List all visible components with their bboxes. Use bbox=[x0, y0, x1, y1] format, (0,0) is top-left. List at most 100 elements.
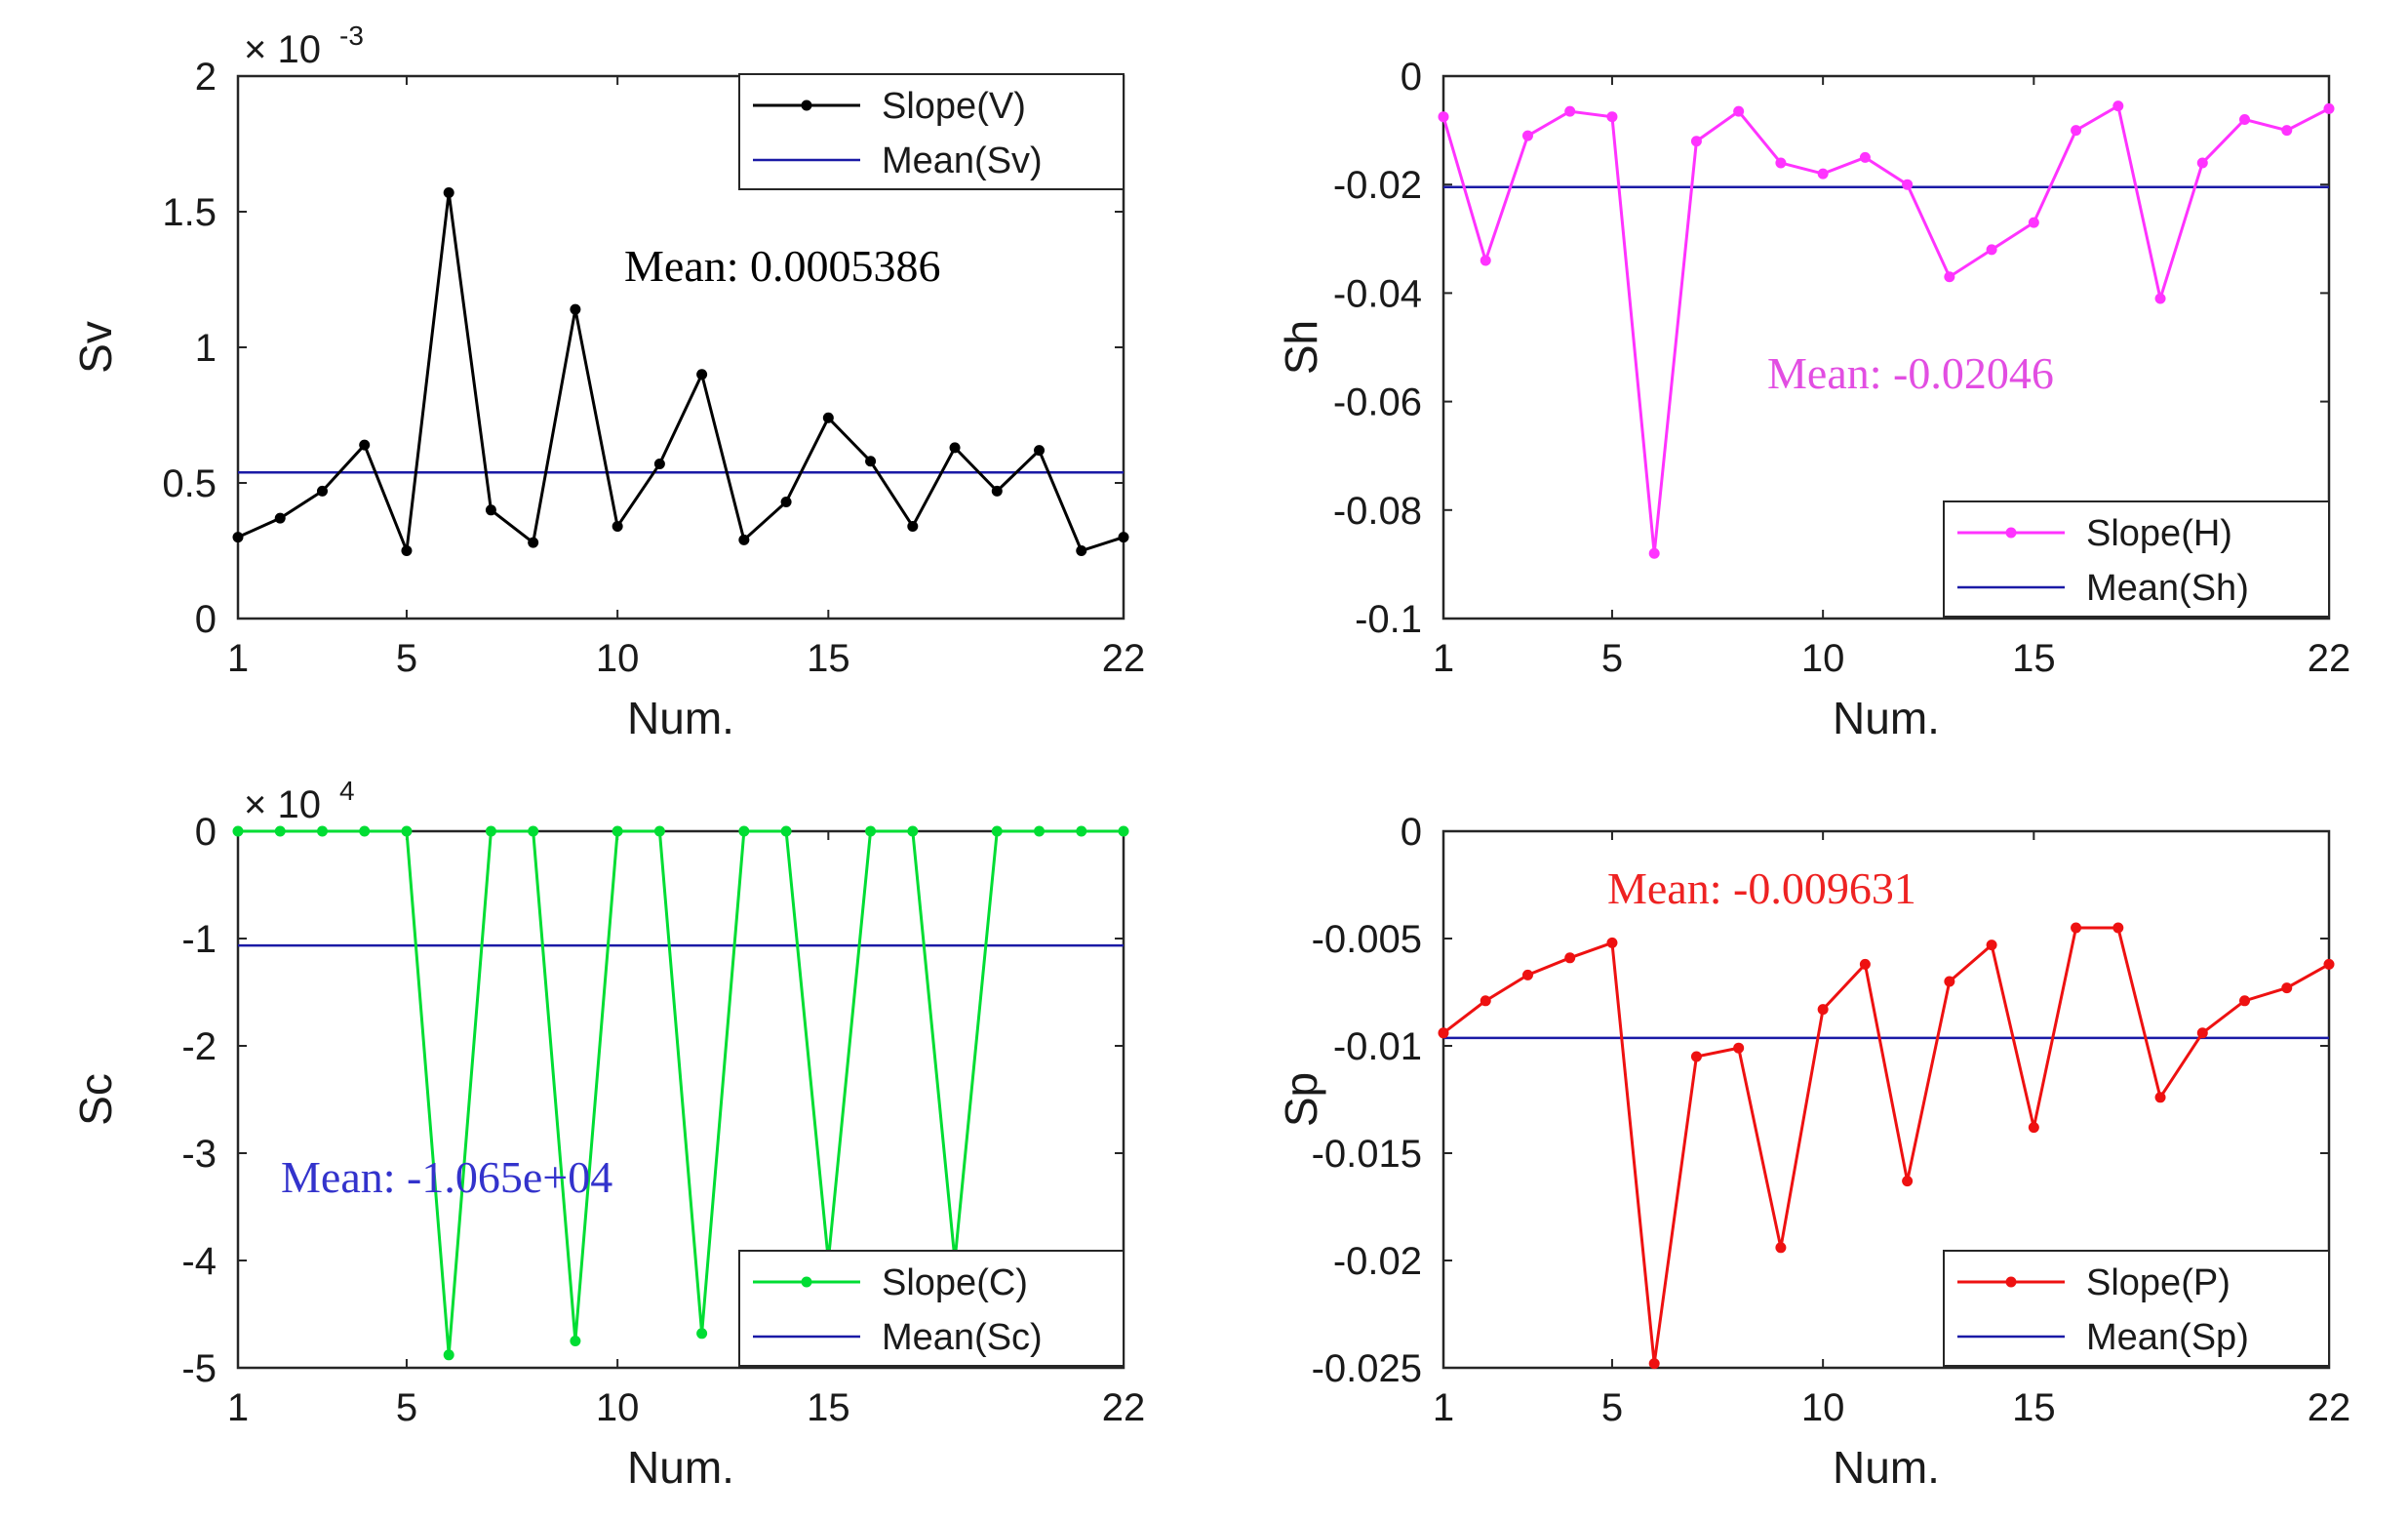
data-point bbox=[949, 442, 961, 454]
data-point bbox=[1480, 995, 1491, 1007]
legend-sv: Slope(V) Mean(Sv) bbox=[738, 73, 1125, 190]
x-tick-label: 15 bbox=[807, 1386, 850, 1429]
legend-swatch-marker bbox=[2005, 527, 2017, 539]
data-point bbox=[907, 520, 919, 532]
y-tick-label: -0.02 bbox=[1333, 1240, 1422, 1283]
y-tick-label: -1 bbox=[181, 918, 217, 961]
x-tick-label: 1 bbox=[1433, 1386, 1454, 1429]
data-point bbox=[1986, 244, 1997, 256]
y-tick-label: -4 bbox=[181, 1240, 217, 1283]
y-tick-label: -0.1 bbox=[1355, 598, 1422, 641]
legend-label-series: Slope(H) bbox=[2086, 513, 2232, 554]
data-point bbox=[2071, 125, 2082, 137]
data-point bbox=[1076, 825, 1087, 837]
y-tick-label: -0.06 bbox=[1333, 381, 1422, 424]
data-point bbox=[612, 520, 623, 532]
series-line-sv bbox=[237, 192, 1125, 553]
data-point bbox=[991, 485, 1003, 497]
data-point bbox=[696, 1328, 708, 1340]
data-point bbox=[780, 825, 792, 837]
x-tick-label: 5 bbox=[396, 637, 417, 680]
y-tick-label: -0.02 bbox=[1333, 164, 1422, 207]
data-point bbox=[2028, 1122, 2039, 1134]
data-point bbox=[865, 456, 877, 467]
exponent-power: -3 bbox=[339, 20, 364, 51]
y-tick-label: -0.005 bbox=[1312, 918, 1422, 961]
data-point bbox=[1564, 952, 1576, 964]
data-point bbox=[1944, 271, 1955, 283]
legend-swatch-marker bbox=[2005, 1276, 2017, 1288]
data-point bbox=[359, 439, 371, 451]
exponent-base: × 10 bbox=[244, 783, 321, 826]
mean-annotation-sc: Mean: -1.065e+04 bbox=[281, 1152, 612, 1202]
data-point bbox=[1648, 1358, 1660, 1370]
data-point bbox=[1606, 111, 1618, 123]
data-point bbox=[274, 512, 286, 524]
data-point bbox=[1564, 105, 1576, 117]
series-line-sh bbox=[1441, 103, 2330, 554]
data-point bbox=[2239, 995, 2251, 1007]
chart-sp: 1 5 10 15 22-0.025-0.02-0.015-0.01-0.0050Num… bbox=[1276, 811, 2350, 1493]
data-point bbox=[359, 825, 371, 837]
y-tick-label: 1.5 bbox=[162, 191, 217, 234]
mean-annotation-sp: Mean: -0.009631 bbox=[1607, 863, 1916, 913]
series-line-sp bbox=[1442, 926, 2330, 1364]
data-point bbox=[485, 825, 496, 837]
data-point bbox=[316, 485, 328, 497]
data-point bbox=[570, 1336, 581, 1346]
data-point bbox=[1118, 825, 1129, 837]
data-point bbox=[316, 825, 328, 837]
data-point bbox=[780, 496, 792, 507]
data-point bbox=[1775, 157, 1787, 169]
y-tick-label: -0.08 bbox=[1333, 490, 1422, 533]
x-tick-label: 22 bbox=[1102, 637, 1146, 680]
legend-label-mean: Mean(Sc) bbox=[882, 1317, 1043, 1358]
data-point bbox=[1944, 976, 1955, 987]
data-point bbox=[696, 369, 708, 380]
mean-annotation-sh: Mean: -0.02046 bbox=[1767, 348, 2054, 398]
data-point bbox=[1733, 1042, 1745, 1054]
y-tick-label: 0 bbox=[195, 811, 217, 854]
legend-swatch-marker bbox=[801, 100, 812, 111]
data-point bbox=[528, 537, 539, 548]
exponent-base: × 10 bbox=[244, 28, 321, 71]
x-tick-label: 1 bbox=[227, 1386, 249, 1429]
x-tick-label: 10 bbox=[1801, 1386, 1845, 1429]
y-tick-label: 0 bbox=[1401, 811, 1422, 854]
data-point bbox=[653, 825, 665, 837]
data-point bbox=[865, 825, 877, 837]
legend-label-mean: Mean(Sh) bbox=[2086, 568, 2249, 609]
y-tick-label: -0.025 bbox=[1312, 1347, 1422, 1390]
data-point bbox=[1859, 151, 1871, 163]
data-point bbox=[1902, 179, 1914, 190]
data-point bbox=[401, 825, 413, 837]
x-tick-label: 15 bbox=[2012, 1386, 2056, 1429]
data-point bbox=[2154, 293, 2166, 304]
legend-label-mean: Mean(Sv) bbox=[882, 140, 1043, 181]
y-tick-label: -2 bbox=[181, 1025, 217, 1068]
data-point bbox=[1034, 445, 1046, 457]
legend-box bbox=[1943, 500, 2330, 618]
data-point bbox=[991, 825, 1003, 837]
series-line-sc bbox=[238, 829, 1124, 1355]
data-point bbox=[570, 303, 581, 315]
data-point bbox=[232, 825, 244, 837]
data-point bbox=[738, 534, 750, 545]
data-point bbox=[2239, 113, 2251, 125]
x-tick-label: 10 bbox=[1801, 637, 1845, 680]
x-tick-label: 10 bbox=[596, 1386, 640, 1429]
data-point bbox=[1817, 1004, 1829, 1016]
x-tick-label: 5 bbox=[396, 1386, 417, 1429]
data-point bbox=[401, 545, 413, 556]
legend-label-series: Slope(P) bbox=[2086, 1262, 2230, 1303]
data-point bbox=[485, 504, 496, 516]
y-tick-label: -0.01 bbox=[1333, 1025, 1422, 1068]
data-point bbox=[2196, 157, 2208, 169]
data-point bbox=[1817, 168, 1829, 180]
data-point bbox=[1859, 958, 1871, 970]
data-point bbox=[1034, 825, 1046, 837]
